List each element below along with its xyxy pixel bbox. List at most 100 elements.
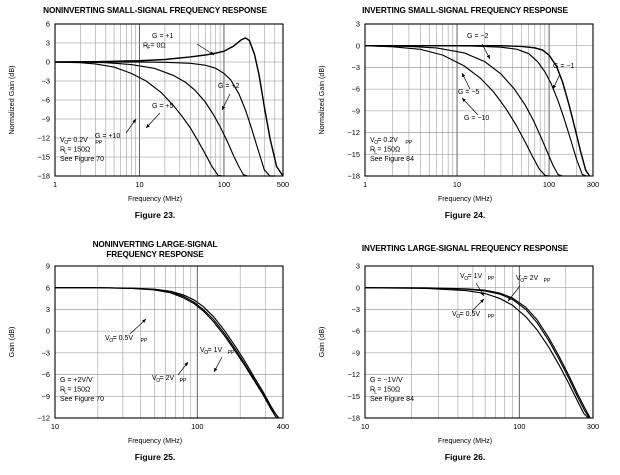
svg-text:= 0.5V: = 0.5V — [460, 311, 481, 318]
svg-text:−15: −15 — [347, 392, 360, 401]
svg-text:−3: −3 — [42, 348, 50, 357]
curve-label-gain-plus-5: G = +5 — [145, 103, 174, 129]
svg-text:R: R — [370, 146, 375, 153]
figure-caption-23: Figure 23. — [134, 210, 176, 220]
svg-text:−12: −12 — [347, 370, 360, 379]
svg-text:V: V — [60, 137, 65, 144]
svg-text:0: 0 — [46, 58, 50, 67]
curve-label-gain-minus-1: G = −1 — [552, 63, 575, 90]
svg-text:= 2V: = 2V — [160, 375, 175, 382]
svg-text:PP: PP — [405, 140, 412, 146]
svg-text:O: O — [64, 140, 68, 146]
svg-text:−6: −6 — [42, 96, 50, 105]
curve-vo-2vpp — [364, 287, 591, 419]
svg-text:−18: −18 — [347, 414, 360, 423]
svg-text:10: 10 — [361, 422, 369, 431]
plot-area-24: 3 0 −3 −6 −9 −12 −15 −18 1 10 100 300 V O = 0.2V PP R L … — [310, 16, 620, 194]
figure-panel-26: INVERTING LARGE-SIGNAL FREQUENCY RESPONS… — [310, 238, 620, 475]
svg-text:G = +1: G = +1 — [152, 33, 174, 40]
yaxis-label: Normalized Gain (dB) — [317, 65, 326, 134]
svg-text:−15: −15 — [347, 150, 360, 159]
svg-text:V: V — [370, 137, 375, 144]
svg-text:V: V — [460, 273, 465, 280]
svg-text:−9: −9 — [352, 348, 360, 357]
curve-g-2 — [55, 61, 275, 177]
svg-text:9: 9 — [46, 262, 50, 271]
svg-text:G = +2: G = +2 — [218, 83, 240, 90]
curve-g-1 — [365, 44, 591, 177]
svg-text:−6: −6 — [42, 370, 50, 379]
svg-text:G = −10: G = −10 — [464, 115, 489, 122]
svg-text:R: R — [60, 386, 65, 393]
yaxis-label: Normalized Gain (dB) — [7, 65, 16, 134]
svg-text:6: 6 — [46, 283, 50, 292]
svg-text:G = +5: G = +5 — [152, 103, 174, 110]
svg-text:L: L — [374, 150, 377, 156]
figure-caption-25: Figure 25. — [134, 452, 176, 462]
chart-title-23: NONINVERTING SMALL-SIGNAL FREQUENCY RESP… — [43, 6, 267, 15]
svg-text:O: O — [156, 378, 160, 384]
svg-text:V: V — [452, 311, 457, 318]
xaxis-label-26: Frequency (MHz) — [437, 438, 493, 445]
svg-text:PP: PP — [180, 378, 187, 384]
svg-text:L: L — [64, 150, 67, 156]
svg-text:−3: −3 — [42, 77, 50, 86]
condition-line-0: G = +2V/V — [60, 377, 93, 384]
svg-text:PP: PP — [95, 140, 102, 146]
svg-text:500: 500 — [277, 180, 289, 189]
svg-text:−18: −18 — [37, 172, 50, 181]
curve-g-1-rf-0- — [54, 37, 284, 177]
svg-text:= 0.2V: = 0.2V — [377, 137, 398, 144]
svg-text:L: L — [374, 390, 377, 396]
chart-svg-24: 3 0 −3 −6 −9 −12 −15 −181 10 100 300 V O = 0.2V PP R L … — [317, 20, 599, 189]
svg-text:−6: −6 — [352, 327, 360, 336]
figure-panel-25: NONINVERTING LARGE-SIGNAL FREQUENCY RESP… — [0, 238, 310, 475]
figure-panel-23: NONINVERTING SMALL-SIGNAL FREQUENCY RESP… — [0, 0, 310, 237]
svg-text:−12: −12 — [37, 414, 50, 423]
svg-text:3: 3 — [46, 305, 50, 314]
condition-line-2: See Figure 70 — [60, 396, 104, 403]
svg-text:G = −5: G = −5 — [458, 89, 480, 96]
svg-text:= 150Ω: = 150Ω — [67, 146, 90, 153]
svg-text:3: 3 — [356, 262, 360, 271]
svg-text:R: R — [60, 146, 65, 153]
svg-text:−3: −3 — [352, 305, 360, 314]
svg-text:100: 100 — [218, 180, 230, 189]
svg-text:−9: −9 — [42, 392, 50, 401]
svg-text:F: F — [147, 46, 150, 52]
svg-text:300: 300 — [587, 180, 599, 189]
svg-text:R: R — [370, 386, 375, 393]
svg-text:PP: PP — [488, 276, 495, 282]
chart-title-26: INVERTING LARGE-SIGNAL FREQUENCY RESPONS… — [361, 244, 569, 253]
svg-text:G = −1V/V: G = −1V/V — [370, 377, 403, 384]
svg-text:10: 10 — [51, 422, 59, 431]
svg-text:= 1V: = 1V — [208, 347, 223, 354]
curve-label-gain-plus-10: G = +10 — [95, 118, 137, 140]
svg-text:= 0Ω: = 0Ω — [150, 43, 165, 50]
svg-text:300: 300 — [587, 422, 599, 431]
svg-text:3: 3 — [46, 39, 50, 48]
svg-text:V: V — [516, 275, 521, 282]
svg-text:O: O — [109, 338, 113, 344]
svg-text:PP: PP — [488, 314, 495, 320]
curve-label-gain-minus-2: G = −2 — [467, 33, 491, 60]
xaxis-label-23: Frequency (MHz) — [127, 196, 183, 203]
xaxis-label-24: Frequency (MHz) — [437, 196, 493, 203]
chart-title-24: INVERTING SMALL-SIGNAL FREQUENCY RESPONS… — [362, 6, 568, 15]
curve-label-gain-plus-1: G = +1 R F = 0Ω — [143, 33, 215, 56]
figure-panel-24: INVERTING SMALL-SIGNAL FREQUENCY RESPONS… — [310, 0, 620, 237]
svg-text:−9: −9 — [352, 106, 360, 115]
svg-text:= 0.2V: = 0.2V — [67, 137, 88, 144]
svg-text:R: R — [143, 43, 148, 50]
